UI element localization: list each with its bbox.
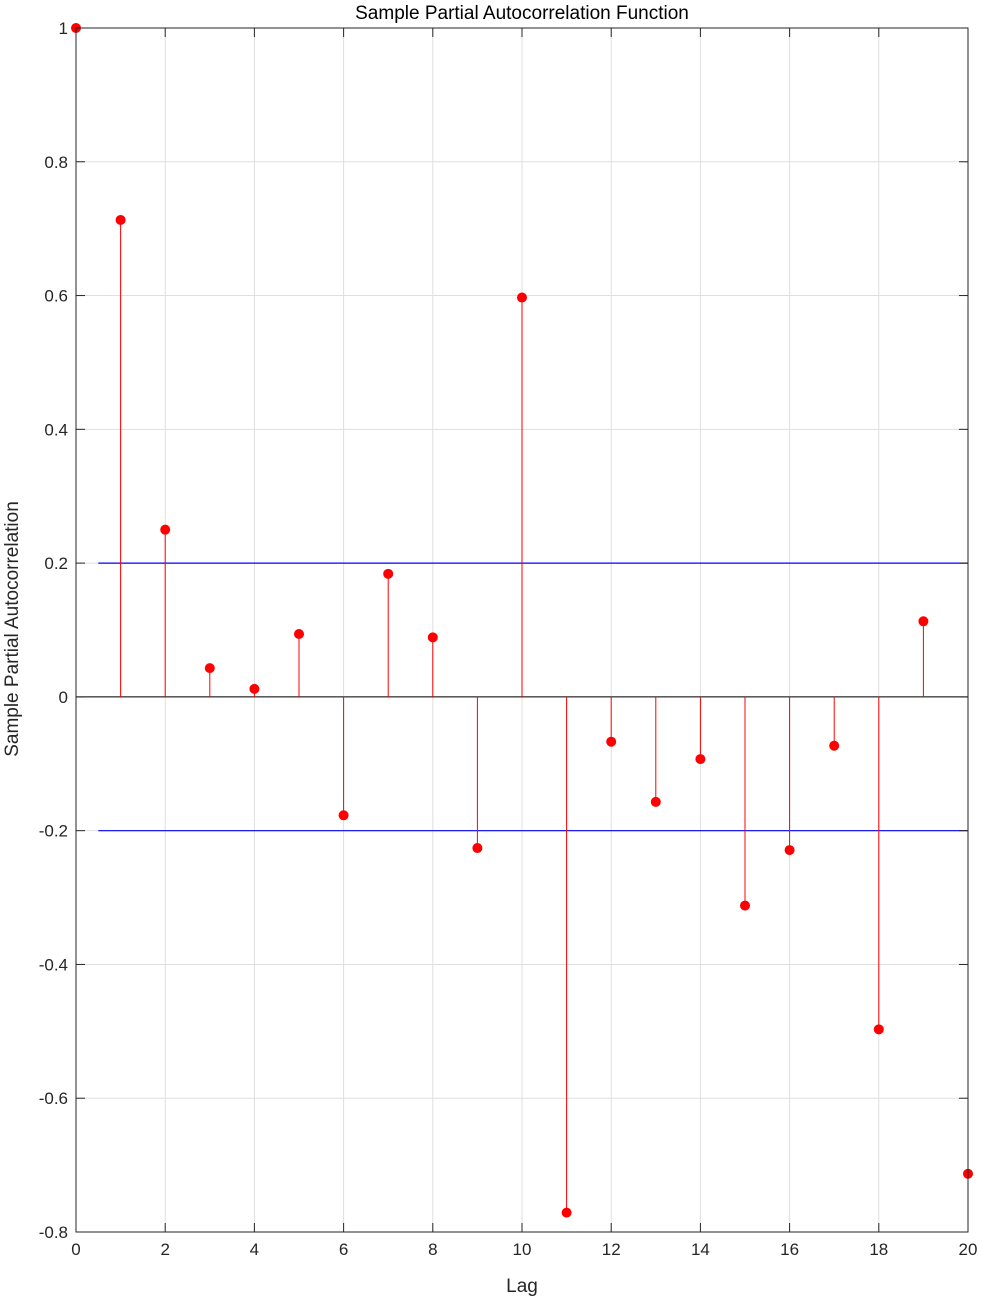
y-tick-label: 0.6 <box>44 287 68 306</box>
x-tick-label: 4 <box>250 1240 259 1259</box>
stem-marker <box>918 616 929 627</box>
x-tick-label: 2 <box>160 1240 169 1259</box>
stem-marker <box>115 214 126 225</box>
y-tick-label: -0.6 <box>39 1089 68 1108</box>
y-tick-label: 1 <box>59 19 68 38</box>
x-tick-label: 16 <box>780 1240 799 1259</box>
x-tick-label: 10 <box>513 1240 532 1259</box>
y-tick-label: 0.4 <box>44 420 68 439</box>
x-tick-label: 18 <box>869 1240 888 1259</box>
stem-marker <box>338 810 349 821</box>
stem-marker <box>472 843 483 854</box>
stem-marker <box>294 629 304 640</box>
stem-marker <box>383 568 394 579</box>
y-tick-label: 0.2 <box>44 554 68 573</box>
grid-lines <box>75 27 969 1233</box>
y-tick-label: 0.8 <box>44 153 68 172</box>
x-tick-label: 8 <box>428 1240 437 1259</box>
y-tick-label: 0 <box>59 688 68 707</box>
stem-marker <box>249 683 260 694</box>
stem-marker <box>695 754 706 765</box>
x-tick-label: 0 <box>71 1240 80 1259</box>
stem-marker <box>561 1207 572 1218</box>
stem-marker <box>606 736 617 747</box>
y-tick-label: -0.2 <box>39 822 68 841</box>
stem-marker <box>427 632 438 643</box>
stem-marker <box>740 900 750 911</box>
axes <box>75 27 969 1233</box>
tick-labels: 0 2 4 6 8 10 12 14 16 18 20 -0.8 -0.6 -0.4 -0.2 0 0.2 0.4… <box>39 19 978 1259</box>
y-axis-label: Sample Partial Autocorrelation <box>2 501 23 757</box>
x-axis-label: Lag <box>506 1276 538 1297</box>
stem-marker <box>517 292 527 303</box>
x-tick-label: 20 <box>959 1240 978 1259</box>
stem-marker <box>160 524 171 535</box>
x-tick-label: 12 <box>602 1240 621 1259</box>
confidence-bounds <box>98 562 968 832</box>
y-tick-label: -0.8 <box>39 1223 68 1242</box>
stem-marker <box>650 796 661 807</box>
y-tick-label: -0.4 <box>39 955 68 974</box>
stem-marker <box>873 1024 884 1035</box>
stem-marker <box>784 845 795 856</box>
stem-marker <box>204 663 215 674</box>
stem-marker <box>829 740 840 751</box>
x-tick-label: 14 <box>691 1240 710 1259</box>
chart-title: Sample Partial Autocorrelation Function <box>355 3 689 24</box>
x-tick-label: 6 <box>339 1240 348 1259</box>
